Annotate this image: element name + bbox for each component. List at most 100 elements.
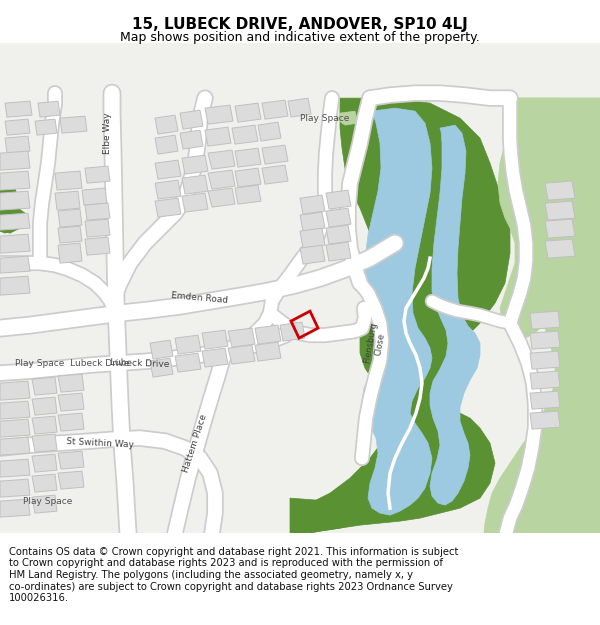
Polygon shape — [58, 451, 84, 469]
Polygon shape — [338, 111, 358, 125]
Polygon shape — [0, 479, 30, 497]
Polygon shape — [530, 371, 560, 389]
Polygon shape — [0, 234, 30, 253]
Polygon shape — [182, 175, 208, 194]
Polygon shape — [430, 125, 480, 505]
Polygon shape — [0, 188, 20, 233]
Polygon shape — [32, 377, 57, 395]
Polygon shape — [530, 331, 560, 349]
Polygon shape — [326, 225, 351, 244]
Polygon shape — [0, 276, 30, 295]
Polygon shape — [55, 171, 82, 190]
Polygon shape — [5, 119, 30, 135]
Polygon shape — [182, 193, 208, 212]
Polygon shape — [85, 203, 110, 220]
Polygon shape — [228, 328, 255, 347]
Polygon shape — [58, 226, 82, 243]
Polygon shape — [58, 209, 82, 227]
Polygon shape — [310, 98, 510, 533]
Polygon shape — [0, 459, 30, 477]
Polygon shape — [0, 171, 30, 190]
Polygon shape — [326, 190, 351, 209]
Text: Emden Road: Emden Road — [171, 291, 229, 305]
Polygon shape — [175, 353, 201, 372]
Polygon shape — [155, 180, 181, 199]
Text: Lubeck Drive: Lubeck Drive — [110, 357, 170, 369]
Polygon shape — [290, 498, 360, 533]
Polygon shape — [175, 335, 201, 354]
Polygon shape — [228, 345, 255, 364]
Polygon shape — [155, 135, 178, 154]
Polygon shape — [262, 145, 288, 164]
Polygon shape — [85, 166, 110, 183]
Polygon shape — [82, 188, 107, 205]
Polygon shape — [235, 103, 261, 122]
Text: Play Space: Play Space — [301, 114, 350, 122]
Polygon shape — [280, 322, 305, 341]
Polygon shape — [326, 208, 351, 227]
Polygon shape — [545, 239, 575, 258]
Polygon shape — [255, 342, 281, 361]
Polygon shape — [32, 397, 57, 415]
Polygon shape — [32, 474, 57, 492]
Polygon shape — [530, 411, 560, 429]
Polygon shape — [58, 393, 84, 411]
Text: Contains OS data © Crown copyright and database right 2021. This information is : Contains OS data © Crown copyright and d… — [9, 547, 458, 603]
Polygon shape — [0, 191, 30, 210]
Polygon shape — [85, 237, 110, 255]
Polygon shape — [232, 125, 258, 144]
Polygon shape — [300, 245, 325, 264]
Polygon shape — [498, 98, 600, 338]
Text: 15, LUBECK DRIVE, ANDOVER, SP10 4LJ: 15, LUBECK DRIVE, ANDOVER, SP10 4LJ — [132, 18, 468, 32]
Polygon shape — [155, 115, 178, 134]
Polygon shape — [155, 198, 181, 217]
Text: Elbe Way: Elbe Way — [104, 112, 113, 154]
Polygon shape — [32, 416, 57, 434]
Polygon shape — [262, 100, 288, 119]
Polygon shape — [0, 208, 25, 233]
Text: Flensburg
Close: Flensburg Close — [362, 321, 388, 366]
Polygon shape — [5, 101, 32, 117]
Polygon shape — [208, 170, 235, 189]
Polygon shape — [545, 181, 575, 200]
Polygon shape — [58, 243, 82, 263]
Polygon shape — [155, 160, 181, 179]
Polygon shape — [180, 110, 203, 129]
Polygon shape — [150, 358, 173, 377]
Polygon shape — [150, 340, 173, 359]
Polygon shape — [258, 122, 281, 141]
Polygon shape — [545, 219, 575, 238]
Polygon shape — [545, 201, 575, 220]
Polygon shape — [32, 434, 57, 452]
Polygon shape — [205, 127, 231, 146]
Polygon shape — [58, 413, 84, 431]
Polygon shape — [0, 419, 30, 437]
Polygon shape — [235, 168, 261, 187]
Polygon shape — [0, 256, 30, 273]
Text: St Swithin Way: St Swithin Way — [66, 437, 134, 449]
Polygon shape — [58, 374, 84, 392]
Text: Play Space  Lubeck Drive: Play Space Lubeck Drive — [15, 359, 129, 368]
Polygon shape — [0, 381, 30, 400]
Polygon shape — [300, 195, 325, 214]
Polygon shape — [235, 185, 261, 204]
Polygon shape — [288, 98, 311, 117]
Polygon shape — [262, 165, 288, 184]
Polygon shape — [530, 311, 560, 329]
Polygon shape — [0, 437, 30, 455]
Polygon shape — [5, 136, 30, 153]
Polygon shape — [202, 330, 228, 349]
Polygon shape — [58, 471, 84, 489]
Polygon shape — [32, 495, 57, 513]
Text: Map shows position and indicative extent of the property.: Map shows position and indicative extent… — [120, 31, 480, 44]
Polygon shape — [35, 119, 57, 135]
Text: Hattem Place: Hattem Place — [181, 412, 209, 474]
Polygon shape — [208, 150, 235, 169]
Polygon shape — [300, 228, 325, 248]
Polygon shape — [55, 191, 80, 210]
Polygon shape — [85, 219, 110, 237]
Polygon shape — [0, 151, 30, 170]
Polygon shape — [32, 454, 57, 472]
Polygon shape — [202, 348, 228, 367]
Polygon shape — [362, 108, 432, 515]
